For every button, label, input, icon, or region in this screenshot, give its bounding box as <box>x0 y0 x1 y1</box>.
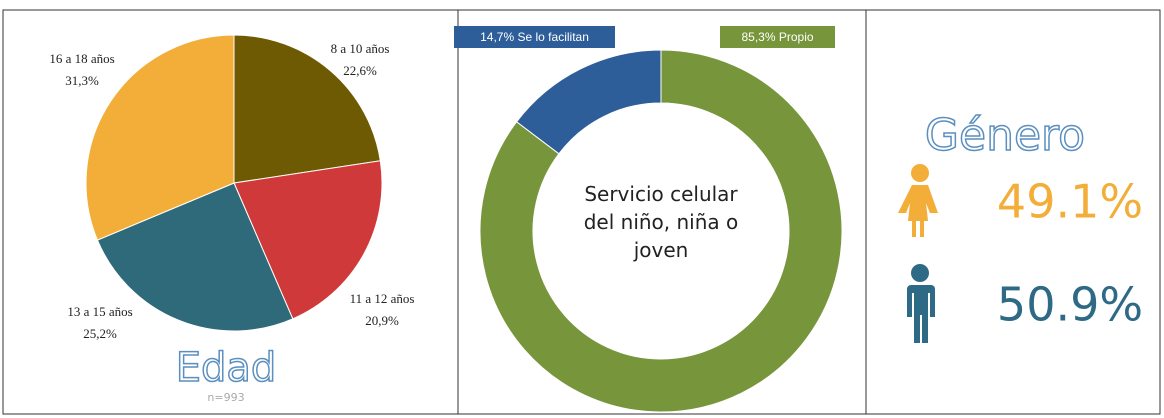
panel <box>865 9 1161 415</box>
slice-category: 13 a 15 años <box>67 304 132 319</box>
segment-category: Se lo facilitan <box>518 30 589 44</box>
stat-value: 49.1% <box>997 175 1143 229</box>
chart-subtitle: n=993 <box>207 391 244 404</box>
slice-value-label: 22,6% <box>343 63 377 78</box>
slice-category: 8 a 10 años <box>331 41 390 56</box>
slice-value-label: 25,2% <box>83 326 117 341</box>
segment-label: 14,7% Se lo facilitan <box>480 30 589 44</box>
segment-value-label: 14,7% <box>480 30 514 44</box>
segment-label: 85,3% Propio <box>741 30 813 44</box>
pie-slice <box>233 160 383 320</box>
segment-category: Propio <box>779 30 814 44</box>
donut-center-title: Servicio celular del niño, niña o joven <box>583 182 739 262</box>
label-box <box>454 26 615 48</box>
donut-segment <box>479 49 843 413</box>
female-icon <box>898 164 938 237</box>
segment-value-label: 85,3% <box>741 30 775 44</box>
slice-value-label: 31,3% <box>65 73 99 88</box>
stat-value: 50.9% <box>997 278 1143 332</box>
chart-title: Género <box>925 110 1085 161</box>
pie-slice <box>233 34 381 184</box>
slice-category: 11 a 12 años <box>350 291 415 306</box>
pie-slice <box>85 34 235 241</box>
male-icon <box>907 264 935 343</box>
slice-category: 16 a 18 años <box>49 51 114 66</box>
slice-value-label: 20,9% <box>365 313 399 328</box>
chart-title: Edad <box>176 345 277 391</box>
label-box <box>720 26 835 48</box>
